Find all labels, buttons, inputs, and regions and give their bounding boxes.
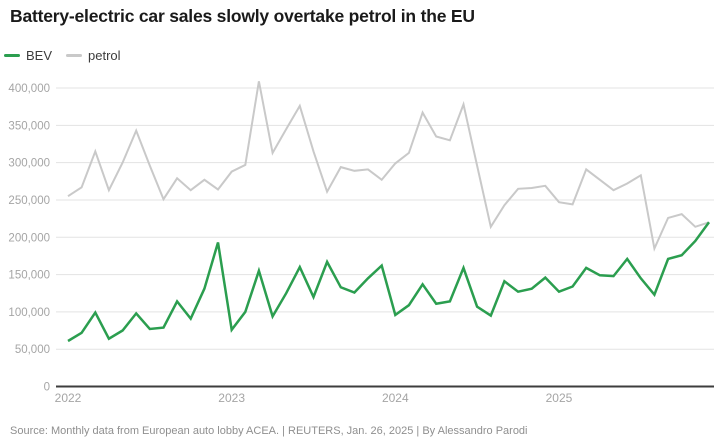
x-tick-label: 2022 (55, 391, 82, 405)
legend-label-petrol: petrol (88, 48, 121, 63)
chart-title: Battery-electric car sales slowly overta… (10, 6, 475, 26)
y-tick-label: 300,000 (8, 158, 50, 170)
y-tick-label: 400,000 (8, 83, 50, 95)
legend-item-bev: BEV (4, 48, 52, 63)
legend: BEV petrol (4, 48, 121, 63)
x-tick-label: 2024 (382, 391, 409, 405)
y-tick-label: 200,000 (8, 232, 50, 244)
y-tick-label: 100,000 (8, 307, 50, 319)
y-tick-label: 250,000 (8, 195, 50, 207)
y-tick-label: 350,000 (8, 120, 50, 132)
x-tick-label: 2023 (218, 391, 245, 405)
x-tick-label: 2025 (546, 391, 573, 405)
plot-area: 0 50,000 100,000 150,000 200,000 250,000 300,0… (8, 81, 714, 405)
y-tick-label: 50,000 (15, 344, 50, 356)
bev-line-swatch-icon (4, 54, 20, 57)
legend-label-bev: BEV (26, 48, 53, 63)
legend-item-petrol: petrol (66, 48, 121, 63)
y-tick-label: 150,000 (8, 270, 50, 282)
petrol-line-swatch-icon (66, 54, 83, 57)
bev-line (67, 221, 711, 343)
source-line: Source: Monthly data from European auto … (10, 425, 528, 437)
y-tick-label: 0 (44, 382, 50, 394)
petrol-line (67, 81, 710, 252)
